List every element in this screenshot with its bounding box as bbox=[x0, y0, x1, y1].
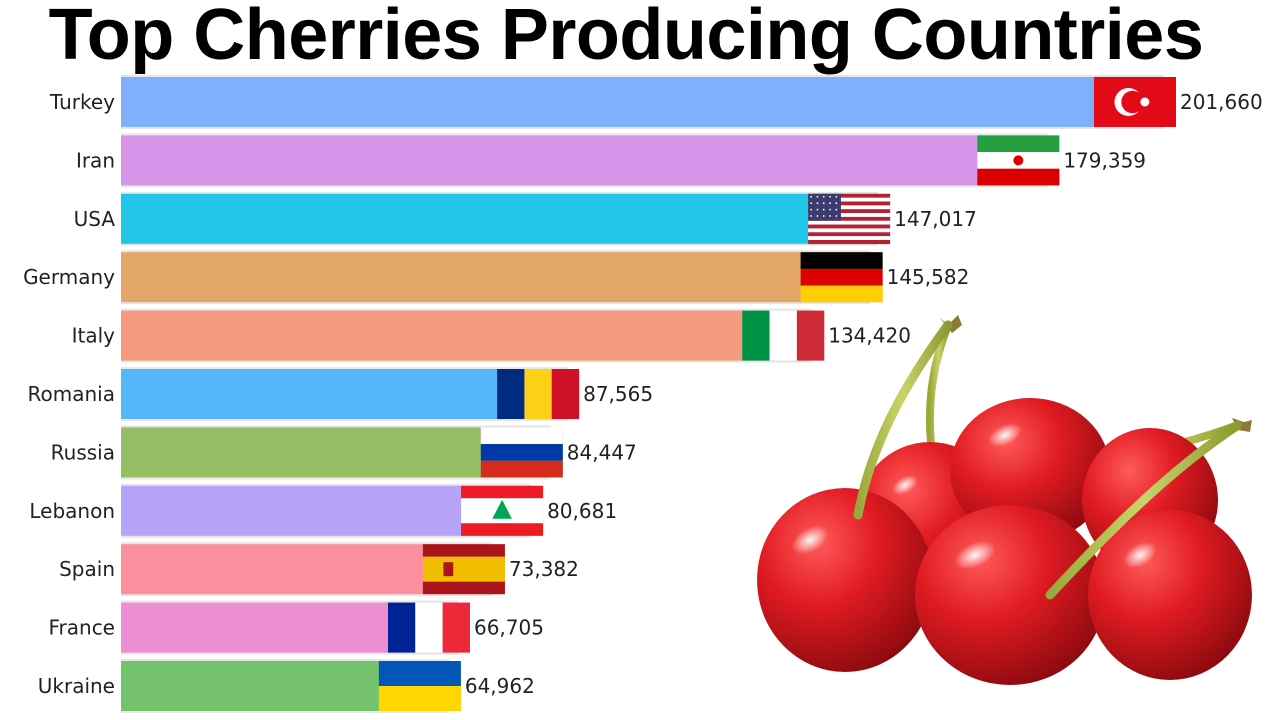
turkey-flag-icon bbox=[1094, 77, 1176, 127]
value-label-lebanon: 80,681 bbox=[547, 499, 617, 523]
country-label-france: France bbox=[48, 616, 115, 640]
country-label-ukraine: Ukraine bbox=[38, 674, 115, 698]
value-label-france: 66,705 bbox=[474, 616, 544, 640]
value-label-turkey: 201,660 bbox=[1180, 90, 1263, 114]
value-label-germany: 145,582 bbox=[887, 265, 970, 289]
country-label-turkey: Turkey bbox=[49, 90, 115, 114]
country-label-lebanon: Lebanon bbox=[29, 499, 115, 523]
usa-flag-icon bbox=[808, 193, 891, 245]
romania-flag-icon bbox=[497, 369, 580, 419]
value-label-usa: 147,017 bbox=[894, 207, 977, 231]
lebanon-flag-icon bbox=[461, 485, 544, 536]
country-label-spain: Spain bbox=[59, 557, 115, 581]
ukraine-flag-icon bbox=[378, 661, 461, 711]
value-label-italy: 134,420 bbox=[828, 324, 911, 348]
country-label-germany: Germany bbox=[23, 265, 115, 289]
value-label-russia: 84,447 bbox=[567, 440, 637, 464]
russia-flag-icon bbox=[480, 427, 563, 478]
bar-germany bbox=[121, 252, 883, 303]
spain-flag-icon bbox=[422, 544, 505, 595]
value-label-romania: 87,565 bbox=[583, 382, 653, 406]
country-label-romania: Romania bbox=[28, 382, 115, 406]
germany-flag-icon bbox=[800, 252, 883, 303]
country-label-russia: Russia bbox=[51, 440, 115, 464]
value-label-spain: 73,382 bbox=[509, 557, 579, 581]
value-label-ukraine: 64,962 bbox=[465, 674, 535, 698]
country-label-iran: Iran bbox=[76, 148, 115, 172]
bar-iran bbox=[121, 135, 1060, 186]
iran-flag-icon bbox=[977, 135, 1060, 186]
bar-italy bbox=[121, 310, 825, 361]
chart-title: Top Cherries Producing Countries bbox=[48, 0, 1204, 75]
country-label-italy: Italy bbox=[72, 324, 116, 348]
bar-usa bbox=[121, 193, 891, 244]
cherries-illustration bbox=[757, 315, 1252, 685]
country-label-usa: USA bbox=[74, 207, 116, 231]
france-flag-icon bbox=[387, 602, 470, 653]
italy-flag-icon bbox=[742, 310, 825, 361]
value-label-iran: 179,359 bbox=[1063, 148, 1146, 172]
bar-turkey bbox=[121, 77, 1176, 127]
